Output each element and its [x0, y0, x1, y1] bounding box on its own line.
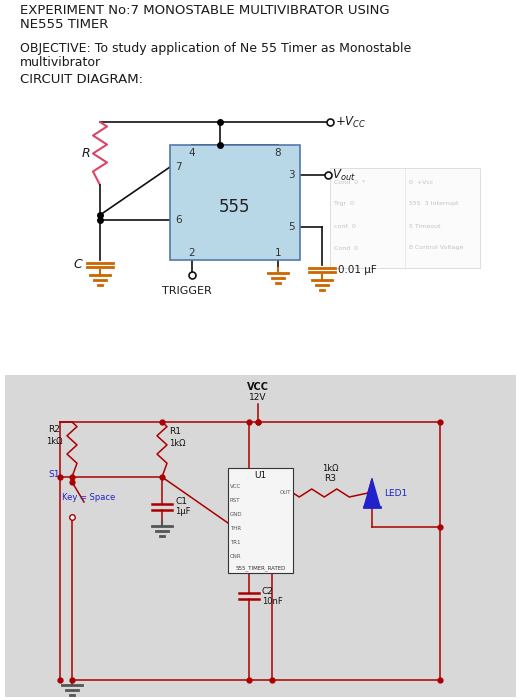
- Text: Trgr  0: Trgr 0: [334, 202, 354, 206]
- Text: 5 Timeout: 5 Timeout: [409, 223, 441, 228]
- Bar: [228, 468, 293, 573]
- Text: U1: U1: [254, 472, 267, 480]
- Text: 4: 4: [189, 148, 195, 158]
- Text: 6: 6: [175, 215, 182, 225]
- Text: VCC: VCC: [230, 484, 241, 489]
- Text: VCC: VCC: [247, 382, 269, 392]
- Text: 555  3 Interrupt: 555 3 Interrupt: [409, 202, 458, 206]
- Text: THR: THR: [230, 526, 241, 531]
- Polygon shape: [364, 479, 380, 507]
- Text: cont  0: cont 0: [334, 223, 356, 228]
- Text: CIRCUIT DIAGRAM:: CIRCUIT DIAGRAM:: [20, 73, 143, 86]
- Text: TR1: TR1: [230, 540, 241, 545]
- Text: 7: 7: [175, 162, 182, 172]
- Bar: [5, 375, 516, 697]
- Text: S1: S1: [48, 470, 60, 479]
- Text: OBJECTIVE: To study application of Ne 55 Timer as Monostable: OBJECTIVE: To study application of Ne 55…: [20, 42, 411, 55]
- Text: GND: GND: [230, 512, 243, 517]
- Text: 555: 555: [219, 199, 251, 216]
- Text: 5: 5: [289, 222, 295, 232]
- Text: EXPERIMENT No:7 MONOSTABLE MULTIVIBRATOR USING: EXPERIMENT No:7 MONOSTABLE MULTIVIBRATOR…: [20, 4, 390, 17]
- Bar: [330, 168, 480, 268]
- Text: Key = Space: Key = Space: [62, 493, 115, 502]
- Text: Cond  0: Cond 0: [334, 246, 358, 251]
- Text: R2: R2: [48, 426, 60, 435]
- Text: R3: R3: [325, 474, 337, 483]
- Text: LED1: LED1: [384, 489, 407, 498]
- Text: C2: C2: [262, 587, 274, 596]
- Text: 8: 8: [275, 148, 281, 158]
- Text: 1kΩ: 1kΩ: [169, 440, 185, 449]
- Text: multivibrator: multivibrator: [20, 56, 101, 69]
- Text: TRIGGER: TRIGGER: [162, 286, 212, 296]
- Text: 10nF: 10nF: [262, 596, 283, 606]
- Text: 555_TIMER_RATED: 555_TIMER_RATED: [235, 565, 286, 570]
- Text: CNR: CNR: [230, 554, 242, 559]
- Text: OUT: OUT: [279, 491, 291, 496]
- Text: NE555 TIMER: NE555 TIMER: [20, 18, 108, 31]
- Text: C: C: [73, 258, 82, 272]
- Text: 3: 3: [289, 170, 295, 180]
- Text: 1: 1: [275, 248, 281, 258]
- Text: +$V_{CC}$: +$V_{CC}$: [335, 115, 366, 130]
- Text: 12V: 12V: [249, 393, 267, 402]
- Text: 8 Control Voltage: 8 Control Voltage: [409, 246, 463, 251]
- Text: R: R: [82, 147, 90, 160]
- Text: RST: RST: [230, 498, 241, 503]
- Text: 1kΩ: 1kΩ: [46, 438, 62, 447]
- Text: C1: C1: [175, 498, 187, 507]
- Text: $V_{out}$: $V_{out}$: [332, 167, 356, 183]
- Text: 2: 2: [189, 248, 195, 258]
- Text: 1kΩ: 1kΩ: [322, 464, 339, 473]
- Text: 0  +Vcc: 0 +Vcc: [409, 179, 433, 185]
- Text: R1: R1: [169, 428, 181, 437]
- Bar: [170, 145, 300, 260]
- Text: Cond  0  *: Cond 0 *: [334, 179, 365, 185]
- Text: 0.01 μF: 0.01 μF: [338, 265, 377, 275]
- Text: 1μF: 1μF: [175, 508, 191, 517]
